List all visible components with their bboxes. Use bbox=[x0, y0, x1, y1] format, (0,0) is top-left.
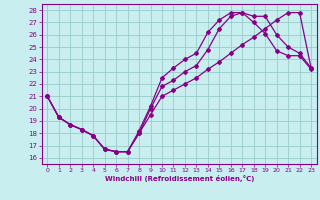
X-axis label: Windchill (Refroidissement éolien,°C): Windchill (Refroidissement éolien,°C) bbox=[105, 175, 254, 182]
